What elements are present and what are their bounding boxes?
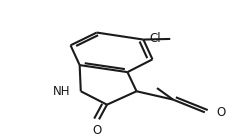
Text: NH: NH xyxy=(53,85,70,98)
Text: O: O xyxy=(215,106,225,119)
Text: O: O xyxy=(92,124,101,137)
Text: Cl: Cl xyxy=(149,32,160,45)
